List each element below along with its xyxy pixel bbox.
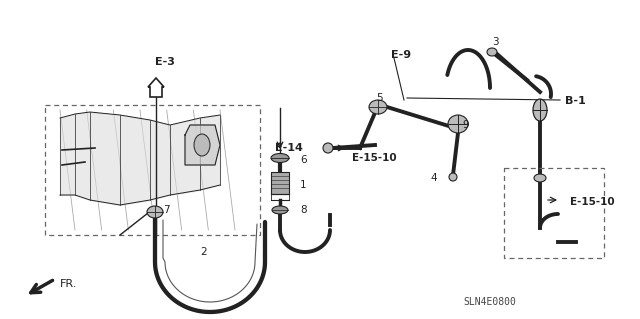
Ellipse shape	[323, 143, 333, 153]
Ellipse shape	[194, 134, 210, 156]
Ellipse shape	[487, 48, 497, 56]
Ellipse shape	[272, 206, 288, 214]
Text: E-9: E-9	[391, 50, 411, 60]
Ellipse shape	[271, 153, 289, 162]
Text: 8: 8	[300, 205, 307, 215]
Text: E-3: E-3	[155, 57, 175, 67]
Text: 6: 6	[300, 155, 307, 165]
Polygon shape	[148, 78, 164, 97]
Text: SLN4E0800: SLN4E0800	[463, 297, 516, 307]
Ellipse shape	[369, 100, 387, 114]
Ellipse shape	[147, 206, 163, 218]
Text: 3: 3	[492, 37, 499, 47]
Text: 2: 2	[200, 247, 207, 257]
Text: B-1: B-1	[565, 96, 586, 106]
Text: E-14: E-14	[275, 143, 303, 153]
Bar	[271, 172, 289, 194]
Polygon shape	[185, 125, 220, 165]
Text: 9: 9	[462, 120, 468, 130]
Text: 7: 7	[163, 205, 170, 215]
Ellipse shape	[449, 173, 457, 181]
Bar	[45, 105, 260, 235]
Ellipse shape	[448, 115, 468, 133]
Ellipse shape	[534, 174, 546, 182]
Text: E-15-10: E-15-10	[352, 153, 397, 163]
Text: FR.: FR.	[60, 279, 77, 289]
Text: 1: 1	[300, 180, 307, 190]
Bar	[504, 168, 604, 258]
Ellipse shape	[533, 99, 547, 121]
Text: 4: 4	[430, 173, 436, 183]
Text: 5: 5	[376, 93, 383, 103]
Text: E-15-10: E-15-10	[570, 197, 614, 207]
